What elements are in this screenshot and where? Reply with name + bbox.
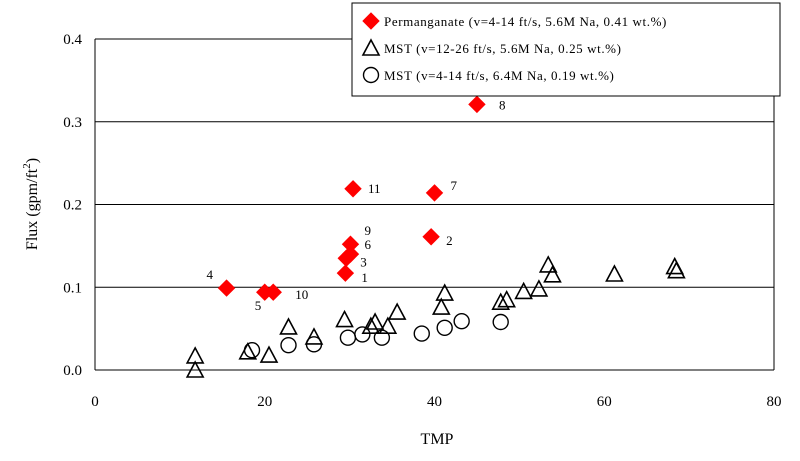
series-3-point-10 xyxy=(492,313,509,331)
point-label-6: 6 xyxy=(364,237,371,252)
series-2-point-19 xyxy=(543,265,562,283)
y-tick-label: 0.0 xyxy=(63,363,82,379)
series-1-point-2 xyxy=(422,228,440,246)
y-axis-title: Flux (gpm/ft2) xyxy=(21,158,41,250)
series-2-point-7 xyxy=(335,309,354,328)
series-2-point-8 xyxy=(361,316,381,334)
series-1-point-7 xyxy=(425,184,444,202)
series-2-point-20 xyxy=(605,264,624,282)
series-1-point-1 xyxy=(336,264,355,282)
legend-entry-3: MST (v=4-14 ft/s, 6.4M Na, 0.19 wt.%) xyxy=(384,68,614,83)
series-2-point-16 xyxy=(514,281,533,300)
x-axis-title: TMP xyxy=(421,431,454,448)
y-tick-label: 0.4 xyxy=(63,32,82,48)
legend-marker-2 xyxy=(361,38,381,56)
series-1-point-4 xyxy=(217,279,236,297)
point-label-2: 2 xyxy=(446,233,453,248)
series-2-point-18 xyxy=(538,255,558,273)
x-tick-labels: 0 20 40 60 80 xyxy=(91,394,781,410)
point-labels: 1 2 3 4 5 6 7 8 9 10 11 xyxy=(207,97,506,313)
series-2-point-14 xyxy=(491,292,511,310)
series-2-point-10 xyxy=(378,316,398,334)
point-label-8: 8 xyxy=(499,97,506,112)
series-3-point-9 xyxy=(453,312,470,330)
series-1-point-8 xyxy=(468,95,486,114)
point-label-1: 1 xyxy=(361,270,368,285)
point-label-10: 10 xyxy=(295,287,308,302)
series-2-point-13 xyxy=(435,283,455,301)
y-tick-label: 0.2 xyxy=(63,198,82,214)
legend-marker-3 xyxy=(362,66,380,84)
series-3-point-2 xyxy=(280,336,297,354)
data-points xyxy=(185,95,686,378)
y-tick-label: 0.3 xyxy=(63,115,82,131)
y-tick-labels: 0.0 0.1 0.2 0.3 0.4 xyxy=(63,32,82,379)
series-2-point-4 xyxy=(259,345,279,363)
legend-entry-1: Permanganate (v=4-14 ft/s, 5.6M Na, 0.41… xyxy=(384,14,667,29)
series-3-point-8 xyxy=(436,319,453,336)
series-3-point-7 xyxy=(413,325,430,342)
point-label-4: 4 xyxy=(207,267,214,282)
y-tick-label: 0.1 xyxy=(63,280,82,296)
series-2-point-6 xyxy=(304,327,324,345)
point-label-3: 3 xyxy=(360,254,367,269)
point-label-9: 9 xyxy=(364,223,371,238)
series-1-point-11 xyxy=(344,180,362,198)
series-1-point-10 xyxy=(264,283,282,301)
series-1-point-9 xyxy=(341,235,360,253)
series-2-point-3 xyxy=(238,342,258,360)
x-tick-label: 60 xyxy=(597,394,612,410)
series-2-point-2 xyxy=(185,360,205,378)
series-3-point-5 xyxy=(354,326,371,343)
point-label-7: 7 xyxy=(451,178,458,193)
series-2-point-5 xyxy=(279,317,298,335)
legend-entry-2: MST (v=12-26 ft/s, 5.6M Na, 0.25 wt.%) xyxy=(384,41,622,56)
point-label-11: 11 xyxy=(368,181,381,196)
series-2-point-15 xyxy=(497,289,516,308)
y-axis-title-superscript: 2 xyxy=(21,163,33,169)
x-tick-label: 20 xyxy=(257,394,272,410)
series-2-point-22 xyxy=(667,261,686,279)
series-2-point-9 xyxy=(365,312,385,330)
legend-box xyxy=(351,2,781,97)
series-3-point-4 xyxy=(339,329,357,346)
series-2-point-12 xyxy=(431,297,451,315)
x-tick-label: 0 xyxy=(91,394,99,410)
x-tick-label: 80 xyxy=(767,394,782,410)
series-2-point-17 xyxy=(529,279,549,297)
point-label-5: 5 xyxy=(255,298,262,313)
x-tick-label: 40 xyxy=(427,394,442,410)
series-1-point-6 xyxy=(341,245,360,263)
legend-marker-1 xyxy=(362,12,380,30)
legend: Permanganate (v=4-14 ft/s, 5.6M Na, 0.41… xyxy=(351,2,781,97)
series-2-point-11 xyxy=(387,302,407,320)
